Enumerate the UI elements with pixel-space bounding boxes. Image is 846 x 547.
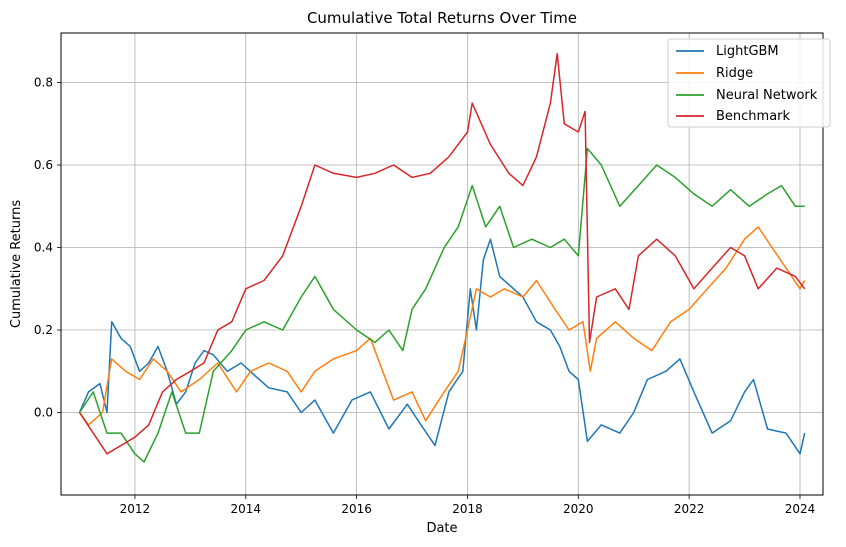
grid	[61, 33, 823, 495]
series-line-lightgbm	[78, 238, 806, 455]
x-tick-label: 2016	[341, 502, 372, 516]
y-axis-label: Cumulative Returns	[9, 200, 24, 328]
legend-label-ridge: Ridge	[716, 66, 753, 81]
x-tick-label: 2014	[231, 502, 262, 516]
y-tick-label: 0.0	[34, 406, 53, 420]
x-tick-label: 2022	[674, 502, 705, 516]
series-line-benchmark	[78, 52, 806, 455]
series-line-ridge	[78, 226, 806, 426]
y-tick-label: 0.8	[34, 76, 53, 90]
series-lines	[78, 52, 806, 463]
x-ticks: 2012 2014 2016 2018 2020 2022 2024	[120, 495, 816, 516]
x-tick-label: 2018	[452, 502, 483, 516]
x-tick-label: 2024	[785, 502, 816, 516]
x-tick-label: 2012	[120, 502, 151, 516]
legend-box	[667, 38, 831, 128]
legend-label-neural-network: Neural Network	[716, 88, 818, 103]
legend-label-lightgbm: LightGBM	[716, 44, 779, 59]
x-axis-label: Date	[426, 521, 457, 536]
y-tick-label: 0.6	[34, 158, 53, 172]
chart-title: Cumulative Total Returns Over Time	[307, 9, 577, 27]
plot-frame	[60, 32, 824, 496]
y-ticks: 0.0 0.2 0.4 0.6 0.8	[34, 76, 61, 420]
y-tick-label: 0.4	[34, 241, 53, 255]
series-line-neural-network	[78, 147, 805, 463]
y-tick-label: 0.2	[34, 323, 53, 337]
legend: LightGBM Ridge Neural Network Benchmark	[667, 38, 831, 128]
x-tick-label: 2020	[563, 502, 594, 516]
legend-label-benchmark: Benchmark	[716, 109, 791, 124]
